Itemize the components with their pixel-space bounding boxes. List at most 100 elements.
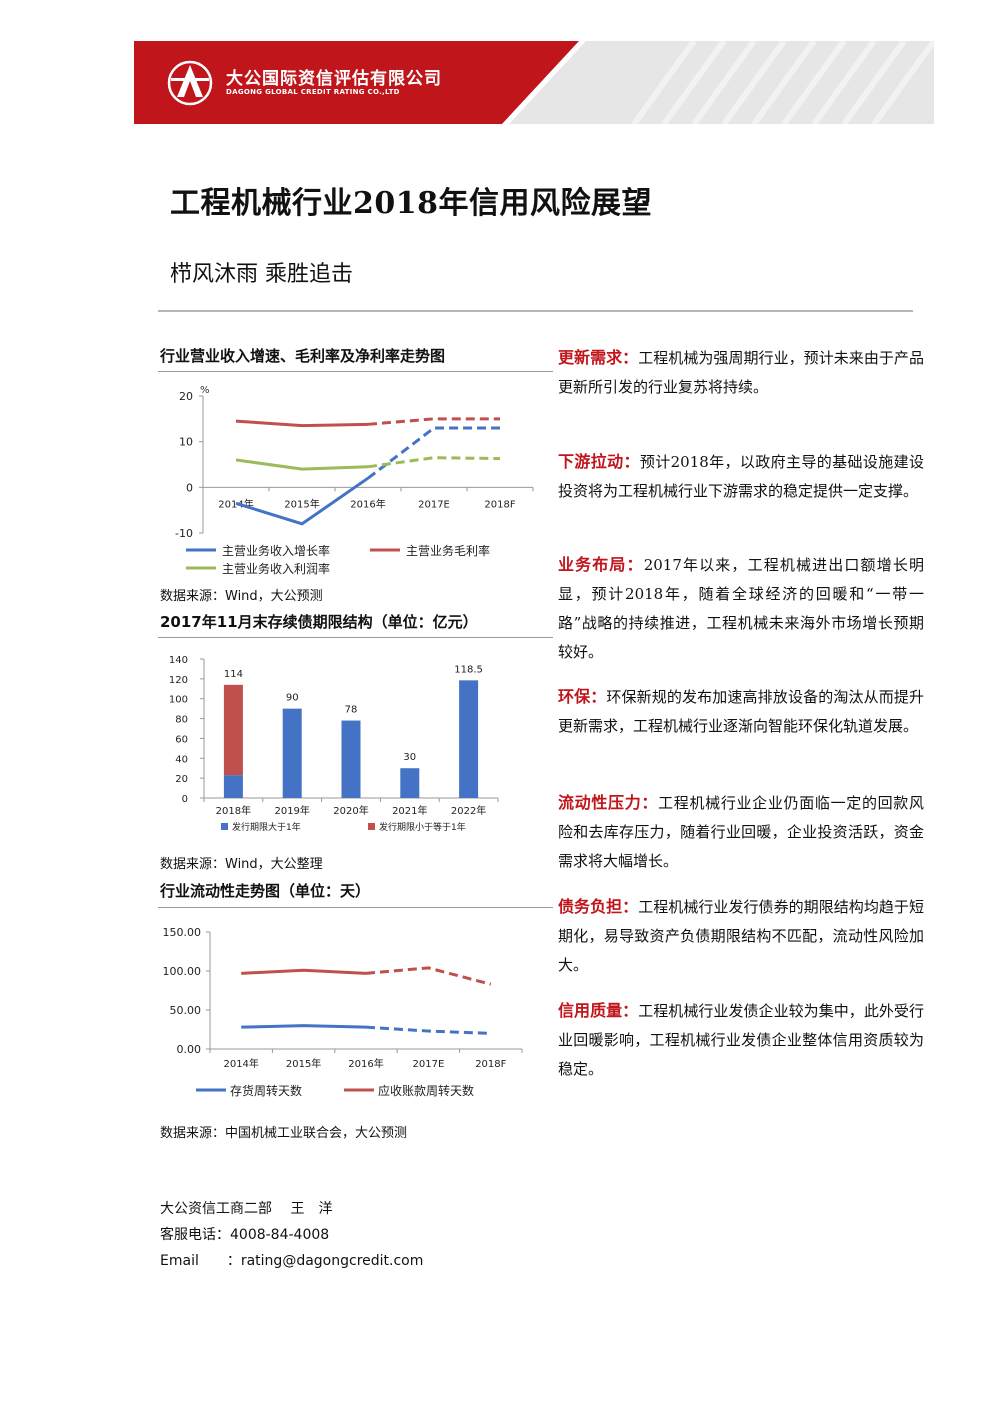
chart3-series-line [241, 968, 367, 975]
text-credit-quality: 工程机械行业发债企业较为集中，此外受行业回暖影响，工程机械行业发债企业整体信用资… [558, 1002, 924, 1078]
chart2-legend-swatch [221, 823, 228, 830]
chart3-source: 数据来源：中国机械工业联合会，大公预测 [160, 1126, 408, 1141]
chart1-legend-label: 主营业务收入利润率 [222, 561, 330, 576]
paragraph-liquidity: 流动性压力：工程机械行业企业仍面临一定的回款风险和去库存压力，随着行业回暖，企业… [558, 788, 924, 876]
paragraph-downstream: 下游拉动：预计2018年，以政府主导的基础设施建设投资将为工程机械行业下游需求的… [558, 447, 924, 506]
chart3-legend-label: 存货周转天数 [230, 1083, 302, 1098]
chart2-data-label: 78 [345, 705, 358, 716]
keyword-environment: 环保： [558, 687, 607, 706]
chart2-x-tick-label: 2019年 [274, 804, 309, 817]
text-downstream: 预计2018年，以政府主导的基础设施建设投资将为工程机械行业下游需求的稳定提供一… [558, 453, 924, 500]
chart1-series-line [235, 476, 369, 526]
chart1-title: 行业营业收入增速、毛利率及净利率走势图 [160, 347, 446, 365]
chart2-title: 2017年11月末存续债期限结构（单位：亿元） [160, 613, 478, 631]
chart1-y-tick-label: -10 [175, 527, 193, 540]
text-debt: 工程机械行业发行债券的期限结构均趋于短期化，易导致资产负债期限结构不匹配，流动性… [558, 898, 924, 974]
paragraph-update-demand: 更新需求：工程机械为强周期行业，预计未来由于产品更新所引发的行业复苏将持续。 [558, 343, 924, 402]
chart3-x-tick-label: 2017E [413, 1059, 445, 1070]
chart1-x-tick-label: 2015年 [284, 497, 319, 510]
chart1-source: 数据来源：Wind，大公预测 [160, 589, 323, 604]
company-name-en: DAGONG GLOBAL CREDIT RATING CO.,LTD [226, 88, 400, 96]
chart2-x-tick-label: 2018年 [216, 804, 251, 817]
chart2-y-tick-label: 40 [175, 754, 188, 765]
chart2-bar [223, 684, 243, 776]
chart1-series-line [235, 419, 369, 428]
footer-email: Email ：rating@dagongcredit.com [160, 1253, 424, 1269]
chart2-y-tick-label: 60 [175, 734, 188, 745]
chart2-legend-label: 发行期限大于1年 [232, 821, 301, 833]
chart1-y-tick-label: 20 [179, 390, 193, 403]
page-subtitle: 栉风沐雨 乘胜追击 [170, 262, 353, 287]
chart2-data-label: 114 [224, 669, 243, 680]
chart3-rule [158, 907, 553, 908]
chart3-x-tick-label: 2018F [475, 1059, 506, 1070]
chart2-x-tick-label: 2022年 [451, 804, 486, 817]
header-banner [134, 41, 934, 124]
company-name-cn: 大公国际资信评估有限公司 [226, 69, 442, 89]
chart2-bar [400, 768, 420, 798]
chart2-bar [223, 775, 243, 798]
chart2-x-tick-label: 2020年 [333, 804, 368, 817]
chart3-x-tick-label: 2015年 [286, 1057, 321, 1070]
chart3-series-line-forecast [365, 966, 492, 986]
keyword-downstream: 下游拉动： [558, 452, 640, 471]
chart2-data-label: 90 [286, 693, 299, 704]
page-title: 工程机械行业2018年信用风险展望 [170, 186, 652, 221]
chart2-y-tick-label: 80 [175, 715, 188, 726]
chart3-y-tick-label: 50.00 [170, 1004, 202, 1017]
chart3-x-tick-label: 2016年 [348, 1057, 383, 1070]
chart1-x-tick-label: 2017E [418, 499, 450, 510]
dagong-logo-icon [167, 60, 213, 106]
chart1-series-line-forecast [367, 417, 500, 426]
chart1-y-tick-label: 0 [186, 481, 193, 494]
text-liquidity: 工程机械行业企业仍面临一定的回款风险和去库存压力，随着行业回暖，企业投资活跃，资… [558, 794, 924, 870]
chart2-x-tick-label: 2021年 [392, 804, 427, 817]
paragraph-debt: 债务负担：工程机械行业发行债券的期限结构均趋于短期化，易导致资产负债期限结构不匹… [558, 892, 924, 980]
chart3-title: 行业流动性走势图（单位：天） [160, 882, 371, 900]
chart2-data-label: 118.5 [454, 664, 483, 675]
chart3-series-line-forecast [365, 1025, 491, 1035]
chart3-y-tick-label: 150.00 [163, 926, 202, 939]
chart1-rule [158, 371, 553, 372]
footer-department: 大公资信工商二部 王 洋 [160, 1201, 333, 1217]
text-environment: 环保新规的发布加速高排放设备的淘汰从而提升更新需求，工程机械行业逐渐向智能环保化… [558, 688, 924, 735]
chart2-source: 数据来源：Wind，大公整理 [160, 857, 323, 872]
chart2-y-tick-label: 120 [169, 675, 188, 686]
keyword-credit-quality: 信用质量： [558, 1001, 639, 1020]
keyword-debt: 债务负担： [558, 897, 639, 916]
chart2-svg: 140 120 100 80 60 40 20 0 114 2018年 90 2019年 78 2020年… [169, 655, 499, 833]
chart1-x-tick-label: 2016年 [350, 497, 385, 510]
chart2-legend-label: 发行期限小于等于1年 [379, 821, 466, 833]
chart2-y-tick-label: 0 [182, 794, 188, 805]
chart2-rule [158, 637, 553, 638]
chart3-svg: 150.00 100.00 50.00 0.00 2014年 2015年 2016年 2017… [163, 926, 523, 1098]
chart2-data-label: 30 [403, 752, 416, 763]
footer-phone: 客服电话：4008-84-4008 [160, 1227, 330, 1243]
keyword-liquidity: 流动性压力： [558, 793, 659, 812]
text-update-demand: 工程机械为强周期行业，预计未来由于产品更新所引发的行业复苏将持续。 [558, 349, 924, 396]
paragraph-business-layout: 业务布局：2017年以来，工程机械进出口额增长明显，预计2018年，随着全球经济… [558, 550, 924, 667]
chart2-bar [341, 720, 361, 798]
chart2-legend-swatch [368, 823, 375, 830]
chart1-series-line [235, 458, 369, 471]
chart3-x-tick-label: 2014年 [223, 1057, 258, 1070]
chart1-series-line-forecast [367, 456, 501, 469]
chart1-y-tick-label: 10 [179, 436, 193, 449]
paragraph-environment: 环保：环保新规的发布加速高排放设备的淘汰从而提升更新需求，工程机械行业逐渐向智能… [558, 682, 924, 741]
chart1-x-tick-label: 2018F [484, 499, 515, 510]
chart1-series-line-forecast [367, 426, 500, 480]
chart2-bar [282, 708, 302, 798]
chart1-legend-label: 主营业务毛利率 [406, 543, 490, 558]
chart2-y-tick-label: 100 [169, 695, 188, 706]
chart2-y-tick-label: 140 [169, 655, 188, 666]
keyword-business-layout: 业务布局： [558, 555, 644, 574]
keyword-update-demand: 更新需求： [558, 348, 639, 367]
chart3-y-tick-label: 100.00 [163, 965, 202, 978]
banner-graphic [134, 41, 934, 124]
chart1-legend-label: 主营业务收入增长率 [222, 543, 330, 558]
title-divider [158, 310, 913, 312]
text-business-layout: 2017年以来，工程机械进出口额增长明显，预计2018年，随着全球经济的回暖和“… [558, 556, 924, 661]
chart1-unit-label: % [200, 385, 210, 396]
chart3-series-line [241, 1024, 367, 1029]
